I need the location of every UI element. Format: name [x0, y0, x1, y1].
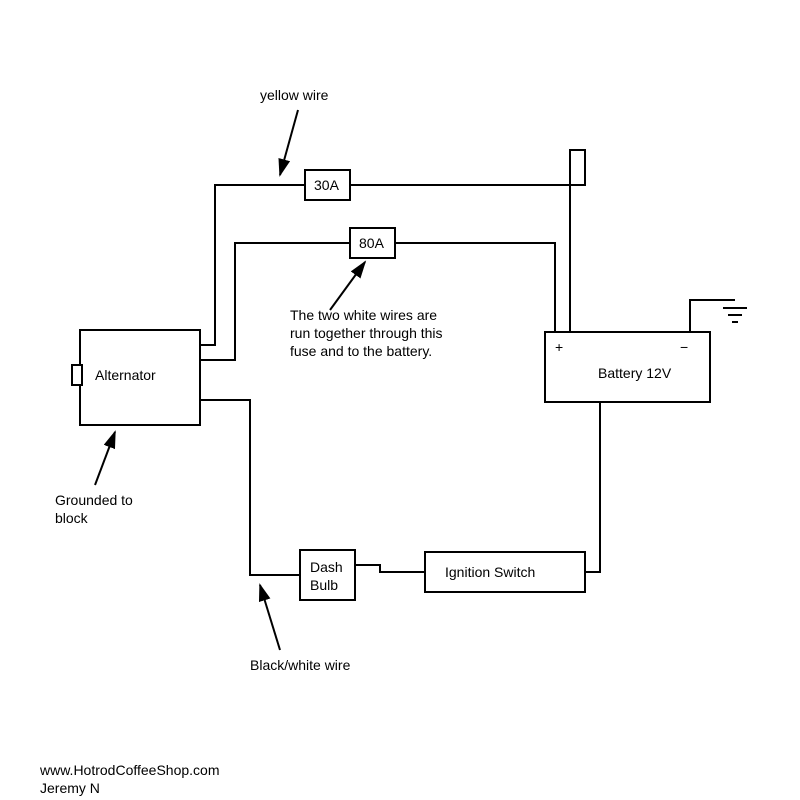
battery-minus: − [680, 339, 688, 355]
fuse-30a: 30A [305, 170, 350, 200]
dash-bulb-label-2: Bulb [310, 577, 338, 593]
white-note-3: fuse and to the battery. [290, 343, 432, 359]
alternator-label: Alternator [95, 367, 156, 383]
ground-icon [723, 308, 747, 322]
footer-url: www.HotrodCoffeeShop.com [39, 762, 220, 778]
wire-ignition-to-battery [585, 402, 600, 572]
yellow-wire-label: yellow wire [260, 87, 329, 103]
black-white-label: Black/white wire [250, 657, 351, 673]
arrow-yellow [280, 110, 298, 175]
dash-bulb: Dash Bulb [300, 550, 355, 600]
alternator: Alternator [72, 330, 200, 425]
battery-label: Battery 12V [598, 365, 672, 381]
fuse-80a: 80A [350, 228, 395, 258]
dash-bulb-label-1: Dash [310, 559, 343, 575]
fuse-80a-label: 80A [359, 235, 385, 251]
white-note-1: The two white wires are [290, 307, 437, 323]
arrow-grounded [95, 432, 115, 485]
grounded-label-2: block [55, 510, 89, 526]
wiring-diagram: Alternator 30A 80A + − Battery 12V Dash … [0, 0, 800, 800]
arrow-black-white [260, 585, 280, 650]
battery: + − Battery 12V [545, 332, 710, 402]
wire-bulb-to-ignition [355, 565, 425, 572]
fuse-30a-label: 30A [314, 177, 340, 193]
ignition-switch-label: Ignition Switch [445, 564, 535, 580]
footer-author: Jeremy N [40, 780, 100, 796]
arrow-white-note [330, 262, 365, 310]
battery-plus: + [555, 339, 563, 355]
white-note-2: run together through this [290, 325, 443, 341]
grounded-label-1: Grounded to [55, 492, 133, 508]
wire-black-white [200, 400, 300, 575]
ignition-switch: Ignition Switch [425, 552, 585, 592]
